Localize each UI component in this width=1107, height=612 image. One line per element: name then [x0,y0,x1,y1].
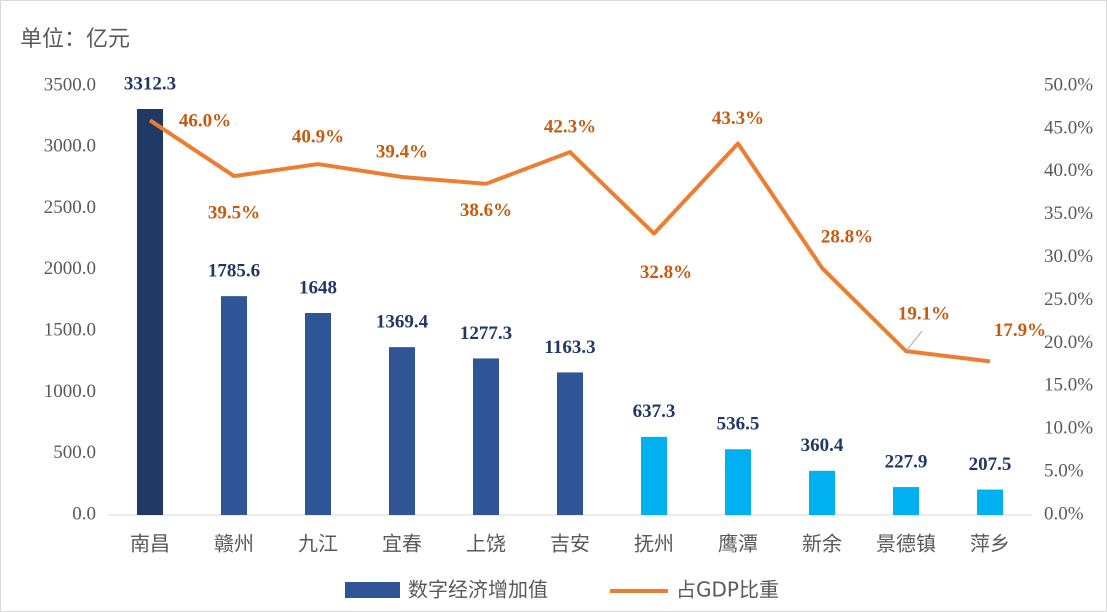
x-tick-label: 吉安 [550,532,590,556]
bar-value-label: 1648 [299,277,337,298]
y-tick-label: 2000.0 [44,258,96,279]
bar [304,313,332,515]
line-value-label: 32.8% [640,262,692,283]
y-tick-label: 3500.0 [44,74,96,95]
y2-tick-label: 35.0% [1044,203,1093,224]
legend-swatch-bar [345,582,400,598]
legend-label: 数字经济增加值 [408,578,548,602]
bar [220,296,248,515]
y-tick-label: 3000.0 [44,136,96,157]
bar [136,109,164,516]
bar [892,487,920,515]
y2-tick-label: 45.0% [1044,117,1093,138]
bar-value-label: 3312.3 [124,73,176,94]
line-value-label: 19.1% [898,303,950,324]
y2-tick-label: 15.0% [1044,375,1093,396]
x-tick-label: 九江 [298,532,338,556]
line-value-label: 40.9% [292,126,344,147]
line-value-label: 39.4% [376,141,428,162]
y2-tick-label: 50.0% [1044,74,1093,95]
y-tick-label: 500.0 [53,442,96,463]
y2-tick-label: 20.0% [1044,332,1093,353]
bar [556,372,584,515]
x-tick-label: 南昌 [130,532,170,556]
line-series [148,118,991,364]
line-value-label: 28.8% [821,226,873,247]
x-tick-label: 萍乡 [970,532,1010,556]
bar [808,470,836,515]
line-value-label: 46.0% [179,111,231,132]
y2-tick-label: 0.0% [1044,503,1084,524]
unit-label: 单位：亿元 [20,27,130,52]
x-tick-label: 景德镇 [876,532,936,556]
bar [388,347,416,515]
y2-tick-label: 10.0% [1044,418,1093,439]
y-tick-label: 1500.0 [44,320,96,341]
bar-value-label: 1785.6 [208,260,260,281]
line-value-label: 42.3% [544,116,596,137]
x-tick-label: 赣州 [214,532,254,556]
bar [472,358,500,515]
bar-value-label: 1277.3 [460,323,512,344]
bar-value-label: 207.5 [969,454,1012,475]
x-tick-label: 抚州 [634,532,674,556]
bar-value-label: 1369.4 [376,312,429,333]
x-tick-label: 宜春 [382,532,422,556]
line-value-label: 43.3% [712,108,764,129]
bar-value-label: 1163.3 [544,337,595,358]
bar [640,436,668,515]
y-tick-label: 2500.0 [44,197,96,218]
bar-value-label: 227.9 [885,451,928,472]
bar-value-label: 360.4 [801,435,844,456]
y-tick-label: 0.0 [72,503,96,524]
y2-tick-label: 30.0% [1044,246,1093,267]
leader-line [905,330,923,352]
x-tick-label: 新余 [802,532,842,556]
y2-tick-label: 5.0% [1044,460,1084,481]
x-tick-label: 上饶 [466,532,506,556]
line-value-label: 39.5% [208,202,260,223]
y2-tick-label: 25.0% [1044,289,1093,310]
line-value-label: 38.6% [460,200,512,221]
legend-label: 占GDP比重 [676,578,779,602]
y-tick-label: 1000.0 [44,381,96,402]
bar [976,489,1004,515]
y2-tick-label: 40.0% [1044,160,1093,181]
bar-value-label: 536.5 [717,414,760,435]
bar-value-label: 637.3 [633,401,676,422]
x-tick-label: 鹰潭 [718,532,758,556]
line-value-label: 17.9% [994,320,1046,341]
bar [724,449,752,515]
